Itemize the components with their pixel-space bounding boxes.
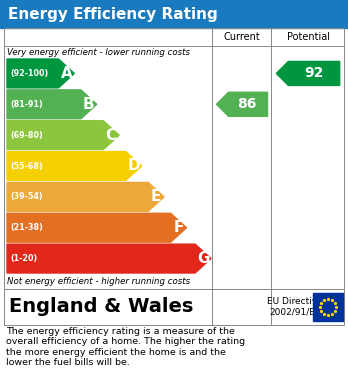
Polygon shape	[216, 92, 268, 116]
Text: E: E	[151, 189, 161, 204]
Text: (39-54): (39-54)	[10, 192, 42, 201]
Text: B: B	[83, 97, 95, 112]
Polygon shape	[7, 59, 74, 88]
Text: Potential: Potential	[286, 32, 330, 42]
Text: (81-91): (81-91)	[10, 100, 43, 109]
Text: (92-100): (92-100)	[10, 69, 48, 78]
Text: C: C	[106, 127, 117, 143]
Bar	[4, 289, 344, 325]
Text: Not energy efficient - higher running costs: Not energy efficient - higher running co…	[7, 277, 190, 286]
Text: The energy efficiency rating is a measure of the
overall efficiency of a home. T: The energy efficiency rating is a measur…	[6, 327, 245, 367]
Bar	[313, 293, 343, 321]
Polygon shape	[7, 121, 119, 150]
Text: (21-38): (21-38)	[10, 223, 43, 232]
Polygon shape	[7, 183, 164, 211]
Text: F: F	[173, 220, 184, 235]
Polygon shape	[7, 244, 211, 273]
Text: (69-80): (69-80)	[10, 131, 43, 140]
Text: 86: 86	[237, 97, 257, 111]
Text: Very energy efficient - lower running costs: Very energy efficient - lower running co…	[7, 48, 190, 57]
Bar	[4, 28, 344, 289]
Text: G: G	[197, 251, 209, 266]
Polygon shape	[7, 90, 97, 119]
Text: England & Wales: England & Wales	[9, 298, 193, 316]
Text: Current: Current	[224, 32, 260, 42]
Text: A: A	[61, 66, 72, 81]
Polygon shape	[7, 152, 142, 180]
Text: 92: 92	[304, 66, 324, 81]
Polygon shape	[7, 213, 187, 242]
Text: D: D	[127, 158, 140, 174]
Text: (55-68): (55-68)	[10, 161, 43, 170]
Text: EU Directive
2002/91/EC: EU Directive 2002/91/EC	[267, 297, 323, 317]
Text: (1-20): (1-20)	[10, 254, 37, 263]
Polygon shape	[276, 61, 340, 86]
Text: Energy Efficiency Rating: Energy Efficiency Rating	[8, 7, 218, 22]
Bar	[0, 0, 348, 28]
